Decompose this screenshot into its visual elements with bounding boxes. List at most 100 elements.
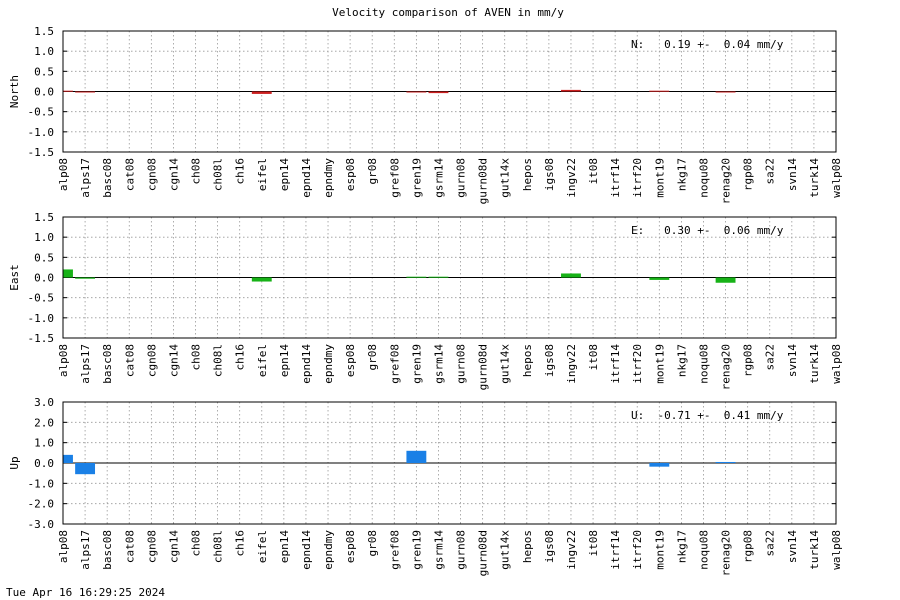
x-tick-label: renag20 <box>720 530 733 576</box>
x-tick-label: epn14 <box>278 530 291 563</box>
x-tick-label: walp08 <box>830 158 843 198</box>
x-tick-label: gsrm14 <box>432 530 445 570</box>
x-tick-label: sa22 <box>764 344 777 371</box>
x-tick-label: hepos <box>521 158 534 191</box>
x-tick-label: nkg17 <box>675 158 688 191</box>
x-tick-label: gurn08d <box>477 530 490 576</box>
x-tick-label: turk14 <box>808 530 821 570</box>
x-tick-label: gr08 <box>366 158 379 185</box>
x-tick-label: itrf14 <box>609 158 622 198</box>
y-tick-label: -1.0 <box>28 126 55 139</box>
x-tick-label: igs08 <box>543 158 556 191</box>
x-tick-label: turk14 <box>808 344 821 384</box>
x-tick-label: rgp08 <box>742 530 755 563</box>
x-tick-label: gr08 <box>366 530 379 557</box>
x-tick-label: epndmy <box>322 344 335 384</box>
x-tick-label: mont19 <box>653 158 666 198</box>
x-tick-label: itrf14 <box>609 530 622 570</box>
panel-east: -1.5 -1.0 -0.5 0.0 0.5 1.0 1.5 alp08 alps17 basc0… <box>8 211 843 390</box>
x-tick-label: it08 <box>587 158 600 185</box>
x-tick-label: eifel <box>256 530 269 563</box>
bar-alps17 <box>75 277 96 279</box>
x-tick-label: gurn08d <box>477 344 490 390</box>
x-tick-label: cgn14 <box>167 344 180 377</box>
y-tick-label: -0.5 <box>28 106 55 119</box>
y-tick-label: 1.0 <box>34 231 54 244</box>
x-tick-label: epn14 <box>278 158 291 191</box>
bar-gsrm14 <box>428 276 449 278</box>
x-tick-label: it08 <box>587 344 600 371</box>
x-tick-label: gren19 <box>410 158 423 198</box>
y-tick-label: -1.5 <box>28 146 55 159</box>
x-tick-label: gurn08 <box>455 344 468 384</box>
x-tick-label: rgp08 <box>742 158 755 191</box>
x-tick-label: gut14x <box>499 158 512 198</box>
bar-renag20 <box>715 91 736 93</box>
x-tick-label: svn14 <box>786 530 799 563</box>
x-tick-label: gsrm14 <box>432 344 445 384</box>
x-tick-label: gren19 <box>410 344 423 384</box>
x-tick-label: esp08 <box>344 158 357 191</box>
y-tick-label: 1.5 <box>34 25 54 38</box>
bar-ingv22 <box>561 89 581 92</box>
x-tick-label: gren19 <box>410 530 423 570</box>
y-tick-label: 2.0 <box>34 416 54 429</box>
x-tick-label: itrf20 <box>631 530 644 570</box>
x-tick-label: eifel <box>256 344 269 377</box>
bar-eifel <box>251 277 272 282</box>
y-tick-label: -1.0 <box>28 312 55 325</box>
y-tick-label: 1.5 <box>34 211 54 224</box>
bar-alps17 <box>75 91 96 93</box>
x-tick-label: epnd14 <box>300 530 313 570</box>
x-tick-label: gr08 <box>366 344 379 371</box>
x-tick-label: gurn08d <box>477 158 490 204</box>
x-tick-label: cat08 <box>123 158 136 191</box>
plot-frame <box>62 401 837 525</box>
x-tick-label: cgn14 <box>167 530 180 563</box>
x-tick-label: gref08 <box>388 344 401 384</box>
x-tick-label: ch08l <box>212 344 225 377</box>
x-tick-label: nkg17 <box>675 530 688 563</box>
x-tick-label: esp08 <box>344 530 357 563</box>
x-tick-label: ch16 <box>234 530 247 557</box>
y-axis-label: Up <box>8 456 21 469</box>
x-tick-label: itrf14 <box>609 344 622 384</box>
y-tick-label: 1.0 <box>34 45 54 58</box>
bar-renag20 <box>715 277 736 283</box>
x-tick-label: cgn14 <box>167 158 180 191</box>
x-tick-label: nkg17 <box>675 344 688 377</box>
x-tick-label: noqu08 <box>697 344 710 384</box>
x-tick-label: sa22 <box>764 158 777 185</box>
x-tick-label: igs08 <box>543 530 556 563</box>
x-tick-label: renag20 <box>720 158 733 204</box>
bar-gren19 <box>406 91 427 93</box>
bar-renag20 <box>715 461 736 463</box>
x-tick-label: ch16 <box>234 344 247 371</box>
x-tick-label: turk14 <box>808 158 821 198</box>
x-tick-label: ch16 <box>234 158 247 185</box>
chart-title: Velocity comparison of AVEN in mm/y <box>332 6 564 19</box>
plot-frame <box>62 216 837 339</box>
bar-alp08 <box>63 90 73 92</box>
x-tick-label: alps17 <box>79 530 92 570</box>
stats-annotation: U: -0.71 +- 0.41 mm/y <box>631 409 784 422</box>
bar-mont19 <box>649 90 670 92</box>
plot-frame <box>62 30 837 153</box>
x-tick-label: epnd14 <box>300 344 313 384</box>
x-tick-label: gut14x <box>499 530 512 570</box>
x-tick-label: mont19 <box>653 344 666 384</box>
x-tick-label: alp08 <box>57 530 70 563</box>
x-tick-label: svn14 <box>786 158 799 191</box>
bar-gsrm14 <box>428 91 449 94</box>
x-tick-label: ch08 <box>190 158 203 185</box>
x-tick-label: epn14 <box>278 344 291 377</box>
bar-alp08 <box>63 269 73 278</box>
x-tick-label: svn14 <box>786 344 799 377</box>
x-tick-label: alp08 <box>57 158 70 191</box>
x-tick-label: alps17 <box>79 344 92 384</box>
y-tick-label: 0.5 <box>34 65 54 78</box>
x-tick-label: gurn08 <box>455 158 468 198</box>
x-tick-label: basc08 <box>101 344 114 384</box>
x-tick-label: noqu08 <box>697 158 710 198</box>
